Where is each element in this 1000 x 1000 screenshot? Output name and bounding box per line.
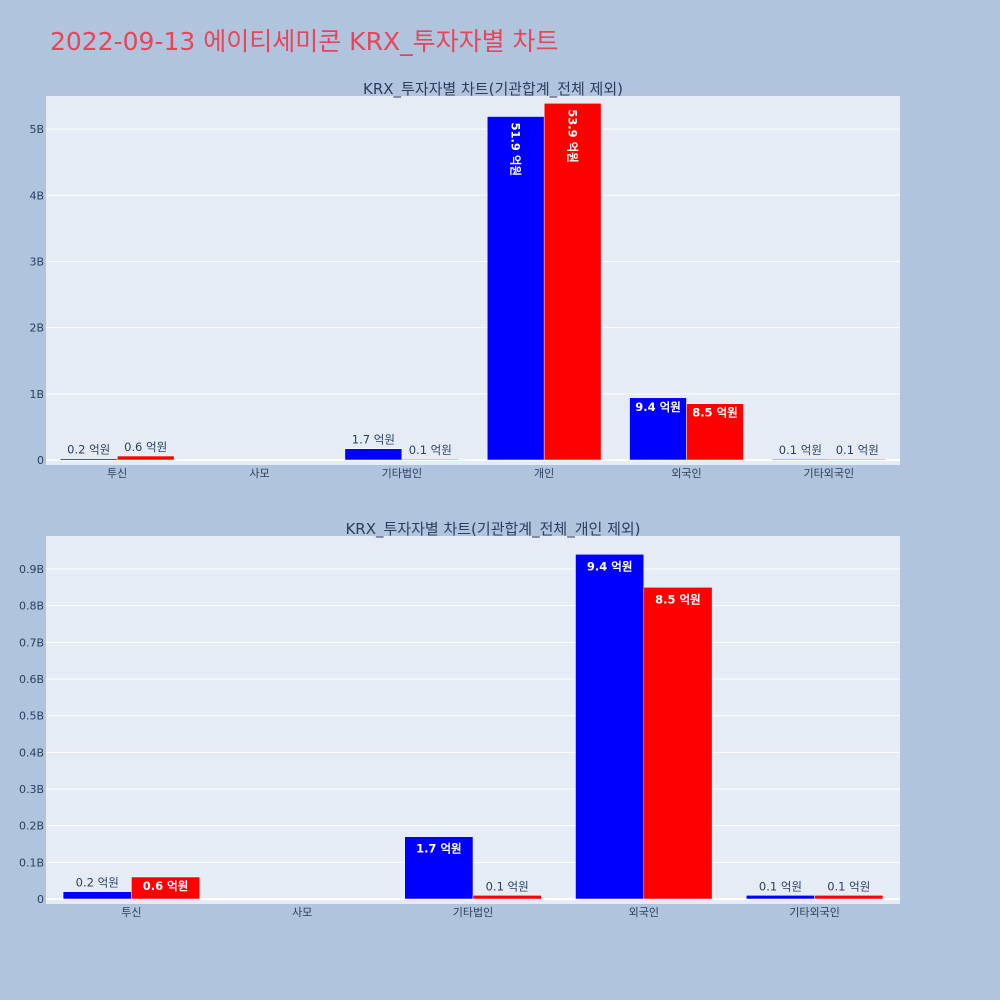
data-label: 0.1 억원 (827, 879, 870, 893)
bar (828, 458, 887, 461)
y-tick-label: 5B (29, 123, 44, 136)
data-label: 0.6 억원 (143, 879, 189, 893)
y-tick-label: 0.2B (19, 820, 44, 833)
data-label: 0.6 억원 (124, 440, 167, 454)
data-label: 0.2 억원 (67, 443, 110, 457)
y-tick-label: 0.7B (19, 636, 44, 649)
y-tick-label: 0 (37, 454, 44, 467)
y-tick-label: 0.6B (19, 673, 44, 686)
bar (629, 397, 687, 461)
bar (131, 876, 200, 900)
data-label: 53.9 억원 (566, 109, 580, 163)
bar (116, 455, 175, 461)
bar (771, 458, 830, 461)
bar (814, 895, 884, 900)
data-label: 9.4 억원 (635, 400, 681, 414)
y-tick-label: 0.1B (19, 856, 44, 869)
x-tick-label: 사모 (249, 467, 269, 480)
y-tick-label: 2B (29, 322, 44, 335)
bar (686, 403, 744, 461)
y-tick-label: 1B (29, 388, 44, 401)
y-tick-label: 0.9B (19, 563, 44, 576)
bar (472, 895, 542, 900)
bar (62, 891, 132, 900)
data-label: 1.7 억원 (416, 842, 462, 856)
bar (59, 458, 118, 461)
y-tick-label: 0.5B (19, 710, 44, 723)
data-label: 51.9 억원 (509, 123, 523, 177)
data-label: 0.1 억원 (486, 879, 529, 893)
y-tick-label: 0 (37, 893, 44, 906)
chart-subtitle: KRX_투자자별 차트(기관합계_전체_개인 제외) (345, 520, 640, 539)
plot-background (46, 96, 900, 465)
data-label: 1.7 억원 (352, 433, 395, 447)
data-label: 9.4 억원 (587, 559, 633, 573)
x-tick-label: 개인 (534, 467, 554, 480)
y-tick-label: 4B (29, 189, 44, 202)
x-tick-label: 투신 (121, 906, 141, 919)
x-tick-label: 사모 (292, 906, 312, 919)
x-tick-label: 외국인 (671, 467, 701, 480)
x-tick-label: 외국인 (629, 906, 659, 919)
bar (401, 458, 460, 461)
x-tick-label: 투신 (107, 467, 127, 480)
bar (404, 836, 474, 900)
data-label: 8.5 억원 (655, 592, 701, 606)
page-title: 2022-09-13 에이티세미콘 KRX_투자자별 차트 (50, 27, 559, 56)
chart-2: KRX_투자자별 차트(기관합계_전체_개인 제외) 0 0.1B 0.2B 0.3B 0… (19, 520, 900, 919)
x-tick-label: 기타외국인 (804, 467, 855, 480)
y-tick-label: 0.3B (19, 783, 44, 796)
x-tick-label: 기타외국인 (789, 906, 840, 919)
data-label: 0.1 억원 (779, 443, 822, 457)
y-tick-label: 0.4B (19, 746, 44, 759)
data-label: 8.5 억원 (692, 406, 738, 420)
bar (643, 587, 713, 900)
chart-1: KRX_투자자별 차트(기관합계_전체 제외) 0 1B 2B 3B 4B 5B 투신 0.2 … (29, 80, 900, 480)
data-label: 0.1 억원 (836, 443, 879, 457)
data-label: 0.2 억원 (76, 876, 119, 890)
bar (746, 895, 815, 900)
x-tick-label: 기타법인 (382, 467, 422, 480)
bar (543, 103, 602, 461)
y-tick-label: 0.8B (19, 600, 44, 613)
data-label: 0.1 억원 (409, 443, 452, 457)
x-tick-label: 기타법인 (453, 906, 493, 919)
y-tick-label: 3B (29, 255, 44, 268)
data-label: 0.1 억원 (759, 879, 802, 893)
bar (344, 448, 403, 461)
bar (575, 554, 645, 900)
chart-subtitle: KRX_투자자별 차트(기관합계_전체 제외) (363, 80, 623, 99)
